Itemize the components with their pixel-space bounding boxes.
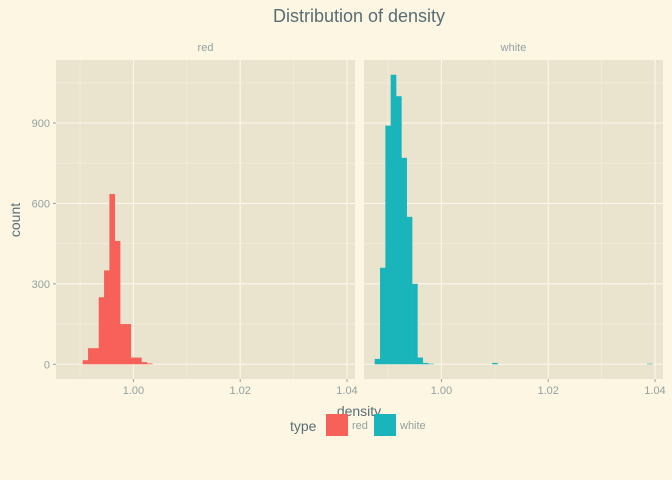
chart-title: Distribution of density [273,6,445,26]
x-tick-label: 1.04 [336,385,357,397]
facet-panel-white: white 1.00 1.02 1.04 [364,35,666,397]
histogram-bar [98,297,105,365]
histogram-bar [390,74,397,365]
legend-key-white [374,414,396,436]
legend-item-red: red [326,414,368,436]
histogram-bar [136,357,142,365]
histogram-bar [125,324,132,365]
y-tick-label: 300 [32,279,50,291]
histogram-bar [396,96,402,365]
histogram-bar [417,357,424,365]
histogram-bar [146,363,153,365]
histogram-bar [93,348,100,365]
facet-strip [364,35,663,59]
legend-label-white: white [399,420,426,432]
facet-strip [56,35,355,59]
legend: type red white [290,414,426,436]
legend-label-red: red [352,420,368,432]
y-axis-title: count [7,203,23,237]
facet-panel-red: red 1.00 1.02 1.04 0 300 600 900 [32,35,358,397]
x-tick-label: 1.00 [431,385,452,397]
histogram-bar [492,362,498,365]
legend-key-red [326,414,348,436]
histogram-bar [141,362,148,365]
histogram-bar [374,358,381,365]
histogram-bar [130,357,137,365]
histogram-bar [406,216,413,365]
y-tick-label: 900 [32,118,50,130]
y-tick-label: 0 [44,359,50,371]
x-tick-label: 1.04 [644,385,665,397]
histogram-bar [380,267,386,365]
histogram-bar [385,125,391,365]
histogram-bar [646,363,653,365]
histogram-bar [104,270,110,365]
legend-item-white: white [374,414,426,436]
histogram-bar [109,194,116,365]
x-tick-label: 1.02 [229,385,250,397]
histogram-bar [428,363,434,365]
histogram-bar [120,324,126,365]
histogram-bar [88,348,94,365]
histogram-bar [422,362,429,365]
facet-strip-label: red [198,42,214,54]
y-tick-label: 600 [32,198,50,210]
x-tick-label: 1.00 [123,385,144,397]
facet-strip-label: white [500,42,527,54]
histogram-bar [401,157,408,365]
legend-title: type [290,418,317,434]
histogram-bar [114,240,121,365]
x-tick-label: 1.02 [537,385,558,397]
histogram-bar [412,283,418,365]
histogram-bar [82,360,89,365]
